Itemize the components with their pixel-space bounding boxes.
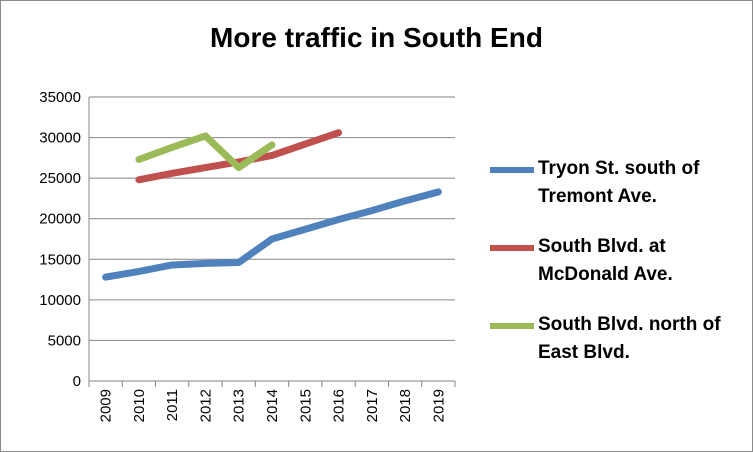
x-tick-label: 2017 [364,389,381,422]
legend-swatch-south-blvd-east [490,323,534,329]
y-tick-label: 20000 [39,211,81,228]
legend-swatch-tryon [490,167,534,173]
y-tick-label: 30000 [39,130,81,147]
legend-label-south-blvd-mcdonald: South Blvd. at McDonald Ave. [538,236,673,285]
x-tick-label: 2016 [331,389,348,422]
x-tick-label: 2018 [397,389,414,422]
y-tick-label: 10000 [39,292,81,309]
x-tick-label: 2009 [98,389,115,422]
x-tick-label: 2015 [297,389,314,422]
legend-swatch-south-blvd-mcdonald [490,245,534,251]
x-tick-label: 2014 [264,389,281,422]
y-tick-label: 15000 [39,251,81,268]
legend-label-tryon: Tryon St. south of Tremont Ave. [538,158,700,207]
y-tick-label: 25000 [39,170,81,187]
series-line-1 [102,188,442,281]
series-line-2 [135,129,343,184]
y-tick-label: 35000 [39,89,81,106]
series-line-3 [135,132,276,172]
x-tick-label: 2012 [197,389,214,422]
x-tick-label: 2011 [164,389,181,421]
chart-title: More traffic in South End [210,22,543,53]
y-tick-label: 0 [73,373,81,390]
x-tick-label: 2010 [131,389,148,422]
y-tick-label: 5000 [48,332,81,349]
x-tick-label: 2019 [430,389,447,422]
x-tick-label: 2013 [231,389,248,422]
legend-label-south-blvd-east: South Blvd. north of East Blvd. [538,314,721,363]
